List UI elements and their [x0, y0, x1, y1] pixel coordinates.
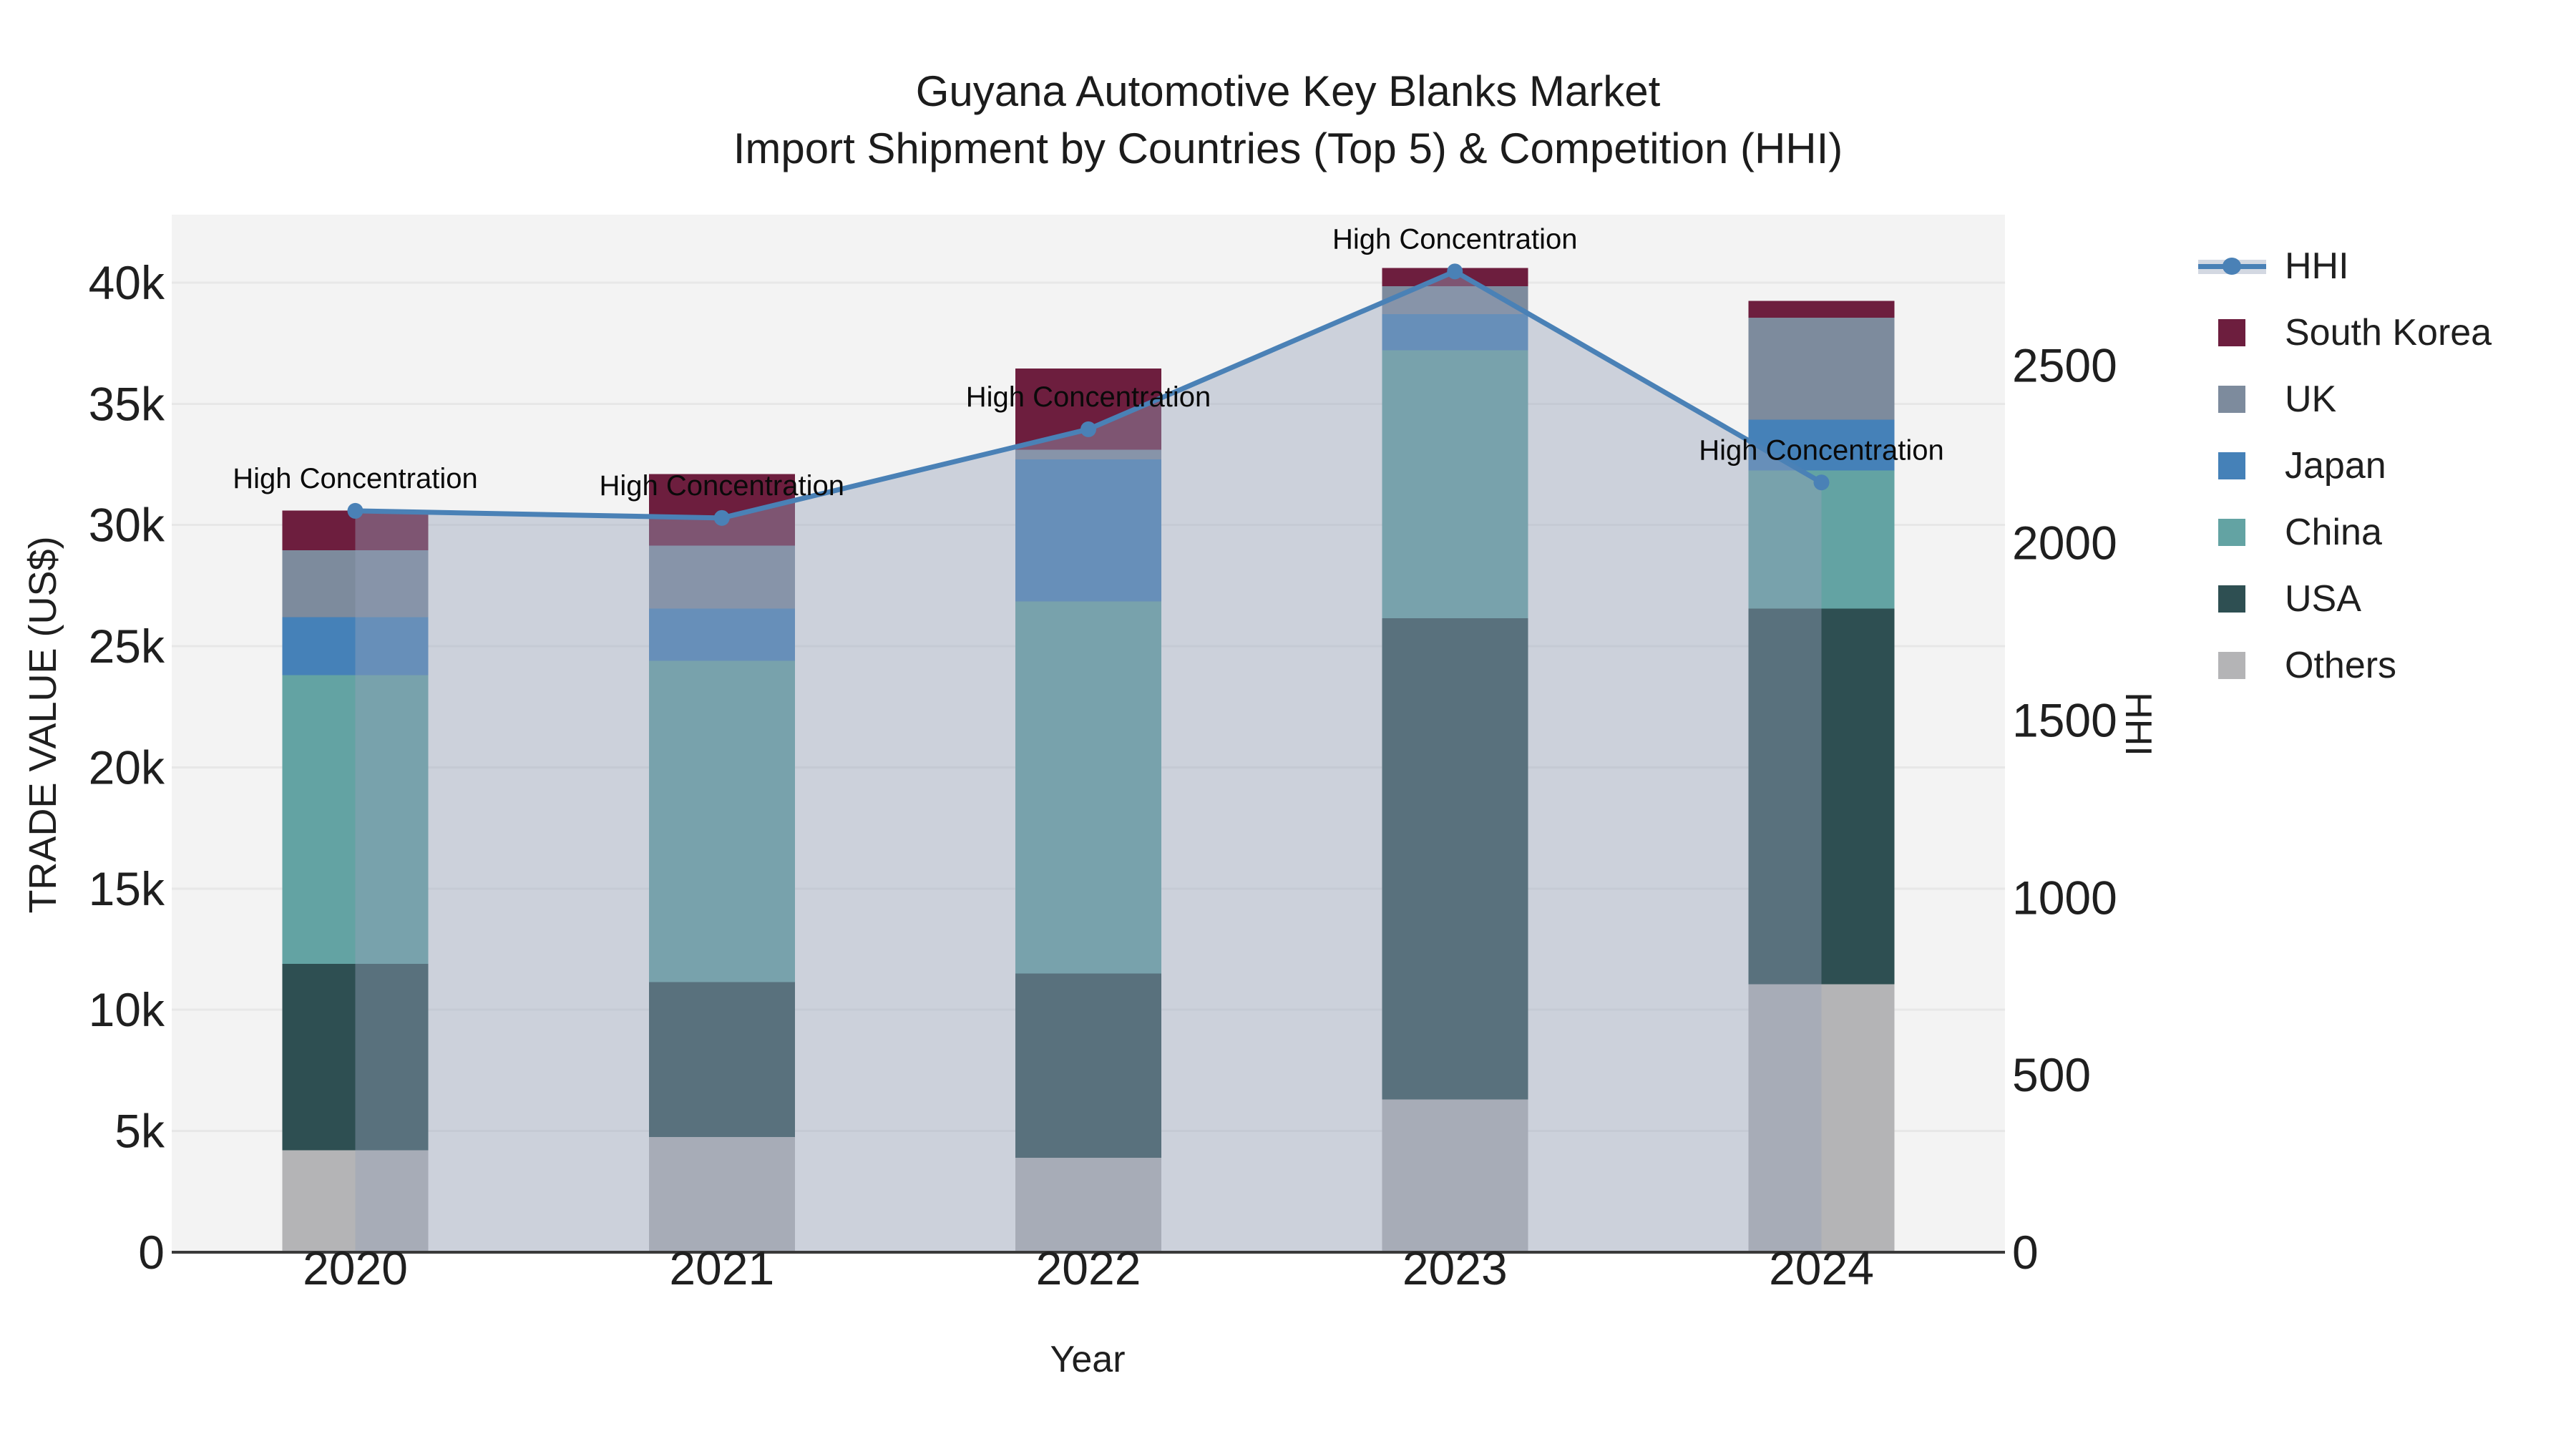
legend-label: USA [2285, 577, 2361, 620]
legend-swatch-icon [2198, 585, 2266, 613]
legend-item-japan: Japan [2198, 432, 2492, 499]
hhi-marker-2023 [1447, 263, 1463, 280]
bar-segment-2023-china [1382, 350, 1528, 619]
y2-tick-2000: 2000 [2012, 517, 2117, 570]
chart-title-line2: Import Shipment by Countries (Top 5) & C… [733, 125, 1843, 172]
legend-label: Others [2285, 644, 2397, 686]
hhi-area-fill [355, 271, 1822, 1252]
legend-line-sample-icon [2198, 252, 2266, 280]
legend-item-uk: UK [2198, 366, 2492, 432]
legend-swatch-uk [2218, 385, 2245, 413]
legend-label: UK [2285, 378, 2337, 420]
y-tick-5k: 5k [114, 1105, 165, 1158]
legend-label: Japan [2285, 444, 2386, 487]
bar-segment-2020-others [282, 1150, 429, 1252]
y-tick-15k: 15k [89, 862, 165, 915]
legend: HHI South Korea UK Japan China USA Others [2198, 233, 2492, 698]
legend-swatch-south-korea [2218, 318, 2245, 346]
y-tick-25k: 25k [89, 620, 165, 673]
legend-item-south-korea: South Korea [2198, 299, 2492, 366]
x-tick-2024: 2024 [1769, 1241, 1874, 1294]
y2-tick-2500: 2500 [2012, 339, 2117, 392]
y-tick-10k: 10k [89, 983, 165, 1036]
bar-segment-2023-others [1382, 1099, 1528, 1252]
bar-segment-2020-japan [282, 617, 429, 675]
legend-item-china: China [2198, 499, 2492, 565]
hhi-marker-2024 [1813, 474, 1830, 491]
legend-label: China [2285, 511, 2382, 553]
annotation-2021: High Concentration [600, 470, 844, 502]
bar-segment-2021-china [648, 660, 795, 982]
hhi-marker-2022 [1080, 421, 1096, 437]
bar-segment-2022-japan [1015, 459, 1161, 602]
bar-segment-2022-usa [1015, 973, 1161, 1158]
bar-segment-2024-uk [1748, 317, 1895, 420]
legend-item-hhi: HHI [2198, 233, 2492, 299]
y2-tick-500: 500 [2012, 1048, 2091, 1101]
chart-title-line1: Guyana Automotive Key Blanks Market [915, 67, 1661, 115]
bar-segment-2022-uk [1015, 449, 1161, 460]
legend-marker-dot-icon [2223, 257, 2241, 275]
legend-swatch-usa [2218, 585, 2245, 613]
bar-segment-2023-japan [1382, 313, 1528, 351]
bar-segment-2022-others [1015, 1157, 1161, 1252]
legend-swatch-japan [2218, 452, 2245, 479]
hhi-marker-2020 [347, 502, 364, 519]
bar-segment-2023-usa [1382, 618, 1528, 1100]
y2-axis-label: HHI [2117, 692, 2159, 756]
y-tick-30k: 30k [89, 499, 165, 552]
annotation-2023: High Concentration [1332, 223, 1577, 255]
legend-label: HHI [2285, 245, 2349, 287]
y-axis-label: TRADE VALUE (US$) [21, 536, 64, 914]
legend-swatch-china [2218, 518, 2245, 546]
x-tick-2020: 2020 [303, 1241, 408, 1294]
annotation-2022: High Concentration [966, 381, 1211, 413]
bar-segment-2021-others [648, 1137, 795, 1252]
bar-segment-2020-uk [282, 550, 429, 618]
y2-tick-0: 0 [2012, 1226, 2039, 1279]
bar-segment-2022-china [1015, 601, 1161, 974]
x-tick-2021: 2021 [669, 1241, 774, 1294]
legend-swatch-icon [2198, 318, 2266, 347]
bar-segment-2024-china [1748, 470, 1895, 609]
legend-item-others: Others [2198, 632, 2492, 698]
bar-segment-2024-japan [1748, 419, 1895, 471]
bar-segment-2020-china [282, 675, 429, 964]
y-tick-35k: 35k [89, 377, 165, 430]
y-tick-0: 0 [138, 1226, 165, 1279]
bar-segment-2021-uk [648, 545, 795, 609]
chart-title: Guyana Automotive Key Blanks Market Impo… [0, 63, 2576, 177]
legend-swatch-others [2218, 651, 2245, 679]
bar-segment-2020-usa [282, 963, 429, 1151]
y2-tick-1000: 1000 [2012, 871, 2117, 924]
annotation-2020: High Concentration [233, 463, 477, 494]
y2-tick-1500: 1500 [2012, 693, 2117, 746]
bar-segment-2024-usa [1748, 608, 1895, 985]
bar-segment-2024-others [1748, 984, 1895, 1252]
bar-segment-2024-south-korea [1748, 301, 1895, 318]
legend-label: South Korea [2285, 311, 2492, 353]
bar-segment-2021-south-korea [648, 474, 795, 546]
annotation-2024: High Concentration [1699, 434, 1943, 466]
legend-item-usa: USA [2198, 565, 2492, 632]
hhi-marker-2021 [713, 509, 730, 526]
legend-swatch-icon [2198, 452, 2266, 480]
x-tick-2023: 2023 [1402, 1241, 1508, 1294]
legend-swatch-icon [2198, 518, 2266, 547]
x-axis-label: Year [1050, 1339, 1126, 1380]
x-tick-2022: 2022 [1036, 1241, 1141, 1294]
bar-segment-2021-usa [648, 982, 795, 1138]
y-tick-20k: 20k [89, 741, 165, 794]
legend-swatch-icon [2198, 385, 2266, 414]
bar-segment-2021-japan [648, 608, 795, 661]
y-tick-40k: 40k [89, 256, 165, 309]
legend-swatch-icon [2198, 651, 2266, 680]
